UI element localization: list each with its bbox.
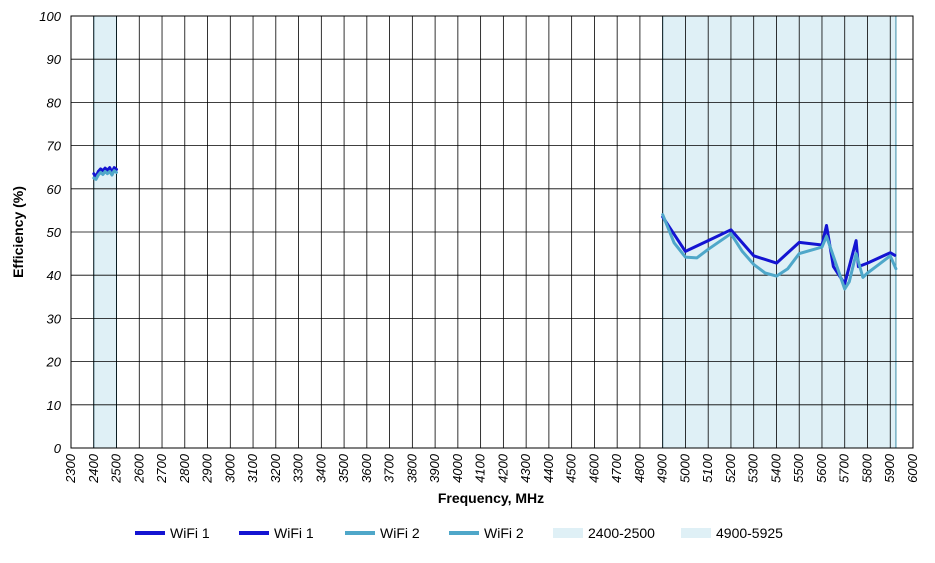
y-axis-title: Efficiency (%) [10, 186, 26, 278]
legend-swatch [681, 528, 711, 538]
x-tick-label: 3700 [382, 453, 397, 483]
y-tick-label: 90 [47, 52, 62, 67]
x-tick-label: 4700 [609, 453, 624, 483]
x-tick-label: 5100 [700, 453, 715, 483]
x-tick-label: 3900 [427, 453, 442, 483]
legend-label: WiFi 1 [274, 525, 314, 541]
x-tick-label: 5500 [791, 453, 806, 483]
x-tick-label: 2700 [154, 453, 169, 484]
x-tick-label: 3400 [313, 453, 328, 483]
x-tick-label: 2500 [109, 453, 124, 484]
data-series [92, 166, 898, 291]
x-tick-label: 4300 [518, 453, 533, 483]
legend-swatch [553, 528, 583, 538]
x-tick-label: 5400 [768, 453, 783, 483]
x-tick-label: 3800 [404, 453, 419, 483]
y-tick-label: 30 [47, 311, 62, 326]
x-tick-label: 4400 [541, 453, 556, 483]
legend-label: WiFi 2 [484, 525, 524, 541]
legend-label: 4900-5925 [716, 525, 783, 541]
x-tick-label: 2800 [177, 453, 192, 484]
x-tick-label: 4900 [655, 453, 670, 483]
legend-item: WiFi 1 [135, 525, 210, 541]
legend: WiFi 1 WiFi 1 WiFi 2 WiFi 2 2400-2500 4900-59… [135, 525, 783, 541]
x-tick-label: 4000 [450, 453, 465, 483]
x-tick-label: 6000 [905, 453, 920, 483]
x-tick-label: 5700 [837, 453, 852, 483]
y-tick-label: 50 [47, 225, 62, 240]
legend-item: 2400-2500 [553, 525, 655, 541]
x-tick-label: 5200 [723, 453, 738, 483]
legend-item: WiFi 2 [449, 525, 524, 541]
x-tick-label: 4200 [495, 453, 510, 483]
x-tick-label: 2400 [86, 453, 101, 484]
x-tick-label: 5000 [677, 453, 692, 483]
legend-label: WiFi 1 [170, 525, 210, 541]
series-line-wifi-1 [661, 215, 897, 286]
y-tick-label: 70 [47, 139, 62, 154]
x-tick-label: 5600 [814, 453, 829, 483]
x-tick-label: 4500 [564, 453, 579, 483]
x-tick-label: 3500 [336, 453, 351, 483]
series-line-wifi-2 [661, 213, 898, 291]
grid-lines [70, 15, 914, 449]
series-line-wifi-2 [92, 169, 118, 181]
y-tick-label: 80 [47, 95, 62, 110]
x-tick-labels: 2300 2400 2500 2600 2700 2800 2900 3000 3100 3200… [63, 453, 920, 484]
x-tick-label: 3200 [268, 453, 283, 483]
x-tick-label: 5800 [859, 453, 874, 483]
legend-item: 4900-5925 [681, 525, 783, 541]
x-tick-label: 5300 [746, 453, 761, 483]
x-axis-title: Frequency, MHz [438, 490, 544, 506]
legend-label: 2400-2500 [588, 525, 655, 541]
y-tick-label: 60 [47, 182, 62, 197]
x-tick-label: 4600 [586, 453, 601, 483]
x-tick-label: 4100 [473, 453, 488, 483]
y-tick-labels: 0 10 20 30 40 50 60 70 80 90 100 [39, 9, 61, 456]
x-tick-label: 2900 [200, 453, 215, 484]
x-tick-label: 2600 [131, 453, 146, 484]
x-tick-label: 4800 [632, 453, 647, 483]
plot-border [70, 15, 914, 449]
x-tick-label: 2300 [63, 453, 78, 484]
x-tick-label: 3600 [359, 453, 374, 483]
y-tick-label: 0 [54, 441, 62, 456]
y-tick-label: 10 [47, 398, 62, 413]
y-tick-label: 20 [46, 355, 62, 370]
x-tick-label: 3000 [222, 453, 237, 483]
y-tick-label: 100 [39, 9, 61, 24]
legend-item: WiFi 1 [239, 525, 314, 541]
x-tick-label: 3100 [245, 453, 260, 483]
y-tick-label: 40 [47, 268, 62, 283]
legend-item: WiFi 2 [345, 525, 420, 541]
legend-label: WiFi 2 [380, 525, 420, 541]
x-tick-label: 5900 [882, 453, 897, 483]
x-tick-label: 3300 [291, 453, 306, 483]
